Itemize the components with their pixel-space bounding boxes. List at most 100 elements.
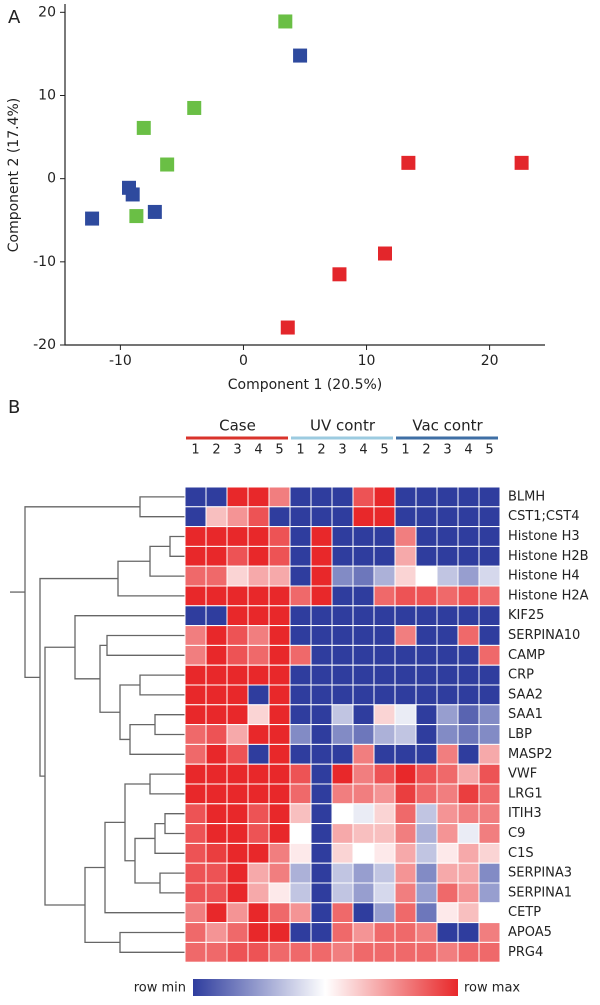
cell bbox=[289, 902, 312, 924]
dendrogram-branch bbox=[106, 634, 185, 656]
cell bbox=[457, 526, 480, 547]
cell bbox=[247, 922, 270, 943]
column-label: 3 bbox=[443, 443, 451, 458]
cell bbox=[352, 922, 375, 943]
dendrogram-branch bbox=[117, 560, 185, 597]
cell bbox=[373, 862, 396, 884]
cell bbox=[184, 684, 207, 706]
cell bbox=[373, 644, 396, 666]
cell bbox=[331, 704, 354, 726]
cell bbox=[310, 585, 333, 607]
cell bbox=[415, 605, 438, 627]
cell bbox=[478, 862, 501, 884]
cell bbox=[373, 506, 396, 528]
cell bbox=[226, 625, 249, 646]
cell bbox=[478, 684, 501, 706]
column-label: 3 bbox=[233, 443, 241, 458]
cell bbox=[268, 704, 291, 726]
row-label: PRG4 bbox=[508, 945, 543, 960]
cell bbox=[310, 506, 333, 528]
dendrogram bbox=[10, 496, 185, 953]
cell bbox=[457, 941, 480, 963]
cell bbox=[205, 565, 228, 587]
cell bbox=[247, 526, 270, 547]
row-label: C1S bbox=[508, 846, 534, 861]
cell bbox=[373, 743, 396, 765]
cell bbox=[352, 565, 375, 587]
point bbox=[187, 100, 202, 115]
cell bbox=[373, 625, 396, 646]
dendrogram-branch bbox=[119, 931, 185, 953]
cell bbox=[247, 506, 270, 528]
column-label: 4 bbox=[254, 443, 262, 458]
cell bbox=[310, 763, 333, 785]
cell bbox=[373, 545, 396, 567]
row-label: APOA5 bbox=[508, 925, 552, 940]
cell bbox=[268, 842, 291, 864]
cell bbox=[226, 823, 249, 844]
cell bbox=[268, 803, 291, 825]
y-tick-label: -20 bbox=[33, 337, 56, 353]
cell bbox=[268, 783, 291, 805]
column-label: 1 bbox=[401, 443, 409, 458]
cell bbox=[205, 941, 228, 963]
x-axis-label: Component 1 (20.5%) bbox=[228, 377, 383, 393]
cell bbox=[352, 783, 375, 805]
cell bbox=[394, 882, 417, 904]
cell bbox=[205, 922, 228, 943]
cell bbox=[352, 941, 375, 963]
column-label: 4 bbox=[359, 443, 367, 458]
cell bbox=[478, 902, 501, 924]
cell bbox=[205, 882, 228, 904]
row-label: BLMH bbox=[508, 489, 545, 504]
cell bbox=[436, 664, 459, 686]
cell bbox=[373, 763, 396, 785]
cell bbox=[415, 565, 438, 587]
cell bbox=[352, 803, 375, 825]
cell bbox=[310, 486, 333, 508]
cell bbox=[478, 506, 501, 528]
cell bbox=[373, 486, 396, 508]
cell bbox=[205, 823, 228, 844]
cell bbox=[478, 605, 501, 627]
cell bbox=[205, 664, 228, 686]
row-label: SERPINA10 bbox=[508, 628, 580, 643]
cell bbox=[436, 724, 459, 745]
cell bbox=[310, 743, 333, 765]
y-tick-label: 0 bbox=[47, 171, 56, 187]
cell bbox=[268, 625, 291, 646]
cell bbox=[289, 605, 312, 627]
cell bbox=[352, 724, 375, 745]
cell bbox=[289, 585, 312, 607]
cell bbox=[268, 506, 291, 528]
cell bbox=[436, 684, 459, 706]
cell bbox=[352, 486, 375, 508]
cell bbox=[184, 862, 207, 884]
cell bbox=[247, 684, 270, 706]
row-label: C9 bbox=[508, 826, 525, 841]
column-label: 2 bbox=[212, 443, 220, 458]
cell bbox=[310, 724, 333, 745]
x-tick-label: 0 bbox=[239, 353, 248, 369]
x-tick-label: 10 bbox=[358, 353, 376, 369]
cell bbox=[205, 545, 228, 567]
cell bbox=[247, 902, 270, 924]
cell bbox=[352, 585, 375, 607]
cell bbox=[226, 743, 249, 765]
cell bbox=[331, 902, 354, 924]
x-tick-label: 20 bbox=[481, 353, 499, 369]
cell bbox=[289, 862, 312, 884]
cell bbox=[331, 763, 354, 785]
row-label: CST1;CST4 bbox=[508, 509, 579, 524]
dendrogram-branch bbox=[74, 615, 185, 680]
cell bbox=[331, 823, 354, 844]
cell bbox=[247, 823, 270, 844]
row-label: CETP bbox=[508, 905, 541, 920]
cell bbox=[310, 941, 333, 963]
cell bbox=[310, 545, 333, 567]
cell bbox=[394, 941, 417, 963]
cell bbox=[247, 743, 270, 765]
cell bbox=[478, 882, 501, 904]
cell bbox=[268, 763, 291, 785]
